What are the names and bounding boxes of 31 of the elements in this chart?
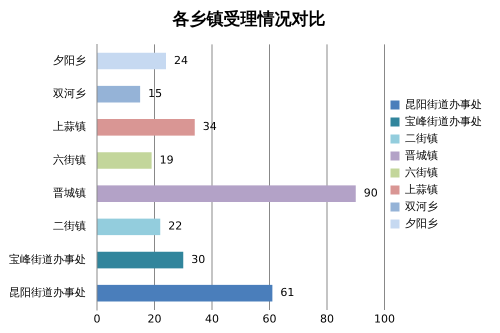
- y-tick-label: 双河乡: [53, 87, 86, 100]
- data-label: 30: [191, 252, 206, 266]
- legend-label: 二街镇: [405, 132, 438, 145]
- data-label: 22: [168, 220, 182, 233]
- y-tick-label: 宝峰街道办事处: [9, 252, 86, 266]
- data-label: 19: [160, 153, 174, 166]
- y-tick-label: 六街镇: [53, 153, 86, 166]
- data-label: 34: [202, 120, 217, 134]
- legend-label: 双河乡: [405, 200, 438, 213]
- legend-label: 昆阳街道办事处: [405, 98, 482, 111]
- x-tick-label: 0: [94, 312, 100, 326]
- chart-title: 各乡镇受理情况对比: [172, 10, 326, 30]
- legend-label: 上蒜镇: [405, 182, 438, 196]
- legend-label: 宝峰街道办事处: [405, 114, 482, 128]
- y-tick-label: 晋城镇: [53, 186, 86, 200]
- data-label: 15: [148, 87, 162, 100]
- data-label: 61: [280, 286, 294, 300]
- legend-label: 晋城镇: [405, 148, 438, 162]
- legend-label: 六街镇: [405, 166, 438, 179]
- x-tick-label: 60: [262, 312, 276, 326]
- data-label: 90: [364, 186, 378, 200]
- y-tick-label: 二街镇: [53, 220, 86, 233]
- y-tick-label: 昆阳街道办事处: [9, 286, 86, 300]
- x-tick-label: 100: [374, 312, 395, 326]
- y-tick-label: 上蒜镇: [53, 120, 86, 134]
- x-tick-label: 80: [320, 312, 334, 326]
- legend-label: 夕阳乡: [405, 216, 438, 230]
- y-tick-label: 夕阳乡: [53, 54, 86, 67]
- x-tick-label: 40: [205, 312, 219, 326]
- data-label: 24: [174, 54, 188, 67]
- x-tick-label: 20: [148, 312, 162, 326]
